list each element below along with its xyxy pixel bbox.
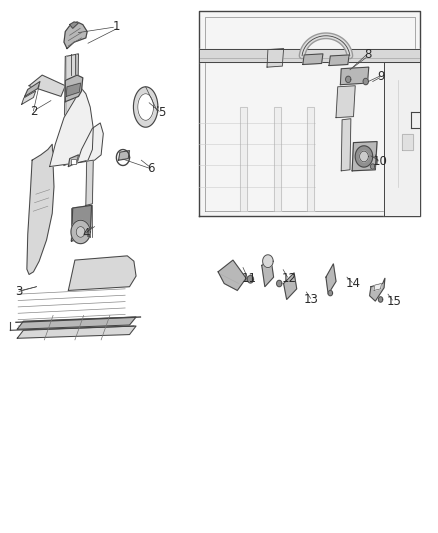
Polygon shape bbox=[284, 273, 297, 300]
Polygon shape bbox=[25, 82, 40, 96]
Polygon shape bbox=[267, 49, 284, 67]
Polygon shape bbox=[17, 326, 136, 338]
Polygon shape bbox=[66, 83, 81, 96]
Polygon shape bbox=[71, 220, 90, 244]
Polygon shape bbox=[262, 256, 274, 287]
Polygon shape bbox=[277, 280, 282, 287]
Polygon shape bbox=[355, 146, 373, 167]
Text: 3: 3 bbox=[15, 285, 23, 298]
Polygon shape bbox=[68, 155, 78, 166]
Polygon shape bbox=[199, 11, 420, 216]
Polygon shape bbox=[65, 75, 83, 102]
Polygon shape bbox=[64, 54, 78, 165]
Text: 1: 1 bbox=[113, 20, 120, 33]
Polygon shape bbox=[71, 205, 92, 241]
Text: 4: 4 bbox=[82, 227, 90, 240]
Polygon shape bbox=[263, 255, 273, 268]
Text: 13: 13 bbox=[304, 293, 319, 306]
Polygon shape bbox=[138, 94, 153, 120]
Polygon shape bbox=[336, 86, 355, 118]
Polygon shape bbox=[275, 107, 282, 211]
Polygon shape bbox=[17, 317, 136, 329]
Text: 9: 9 bbox=[377, 70, 384, 83]
Text: 8: 8 bbox=[364, 49, 371, 61]
Polygon shape bbox=[240, 107, 247, 211]
Polygon shape bbox=[199, 49, 420, 62]
Text: 15: 15 bbox=[386, 295, 401, 308]
Polygon shape bbox=[371, 164, 375, 169]
Polygon shape bbox=[384, 62, 420, 216]
Polygon shape bbox=[352, 142, 377, 171]
Polygon shape bbox=[326, 264, 336, 294]
Polygon shape bbox=[340, 67, 369, 85]
Polygon shape bbox=[328, 290, 332, 296]
Polygon shape bbox=[341, 119, 351, 171]
Polygon shape bbox=[329, 55, 349, 66]
Text: 6: 6 bbox=[148, 161, 155, 175]
Polygon shape bbox=[21, 91, 35, 104]
Text: 14: 14 bbox=[346, 277, 361, 290]
Polygon shape bbox=[134, 87, 158, 127]
Polygon shape bbox=[303, 54, 323, 64]
Polygon shape bbox=[307, 107, 314, 211]
Polygon shape bbox=[29, 75, 65, 96]
Text: 2: 2 bbox=[30, 105, 37, 118]
Polygon shape bbox=[119, 151, 130, 160]
Polygon shape bbox=[218, 260, 246, 290]
Polygon shape bbox=[378, 297, 383, 302]
Polygon shape bbox=[77, 123, 103, 163]
Polygon shape bbox=[363, 78, 368, 85]
Text: 12: 12 bbox=[281, 272, 297, 285]
Polygon shape bbox=[70, 22, 78, 28]
Text: 10: 10 bbox=[372, 155, 387, 168]
Polygon shape bbox=[68, 256, 136, 290]
Polygon shape bbox=[64, 22, 87, 49]
Polygon shape bbox=[71, 159, 76, 165]
Polygon shape bbox=[27, 144, 54, 274]
Polygon shape bbox=[86, 160, 93, 205]
Polygon shape bbox=[247, 276, 254, 283]
Polygon shape bbox=[402, 134, 413, 150]
Polygon shape bbox=[370, 278, 385, 301]
Polygon shape bbox=[76, 227, 85, 237]
Polygon shape bbox=[374, 284, 381, 290]
Polygon shape bbox=[360, 151, 368, 162]
Text: 5: 5 bbox=[159, 106, 166, 119]
Polygon shape bbox=[49, 88, 93, 166]
Text: 11: 11 bbox=[241, 272, 256, 285]
Polygon shape bbox=[346, 76, 351, 83]
